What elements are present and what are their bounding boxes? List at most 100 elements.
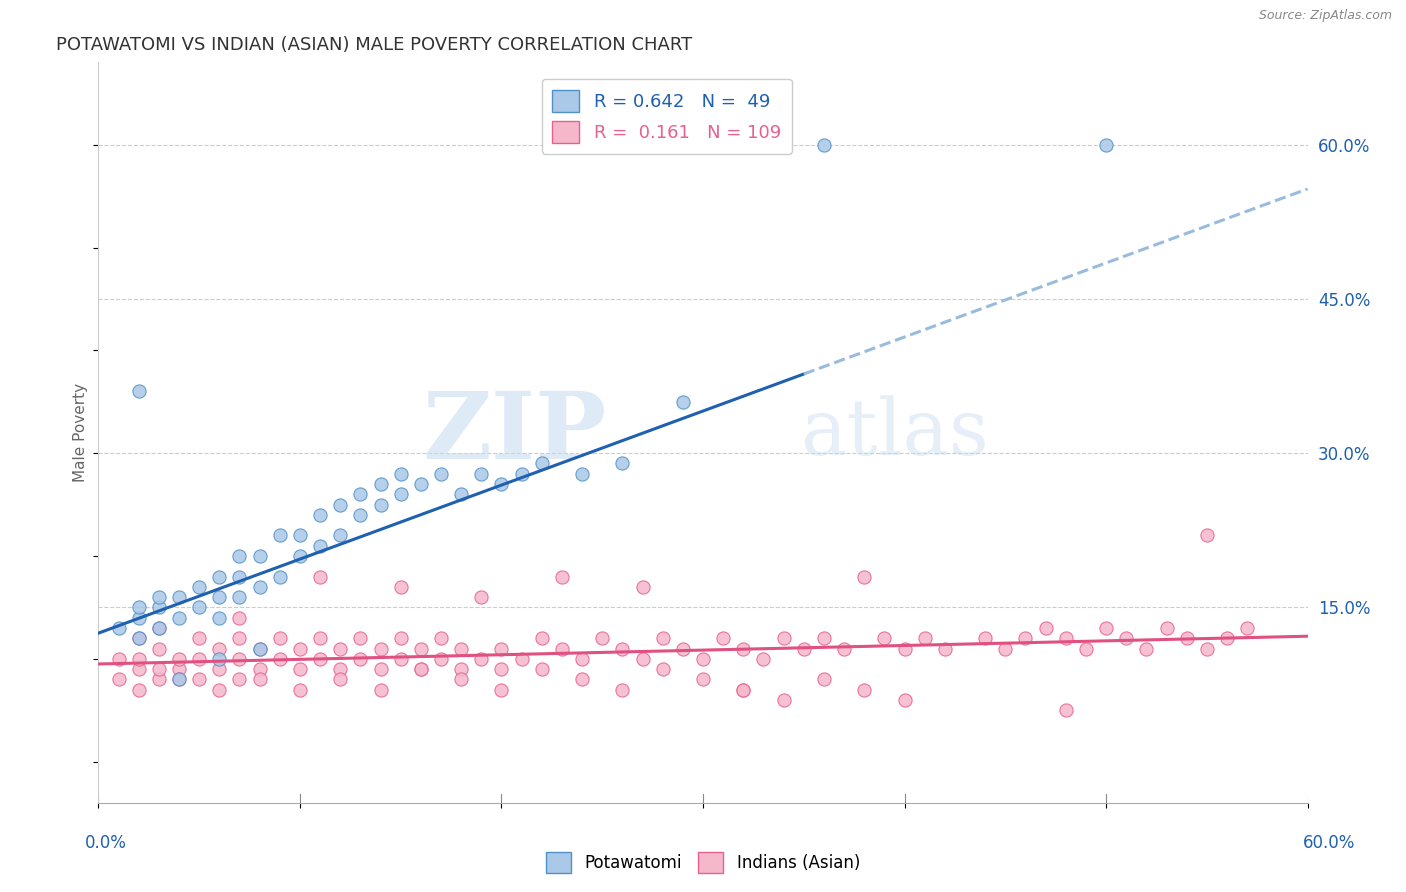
- Point: [128, 611, 150, 625]
- Point: [128, 632, 150, 646]
- Point: [249, 641, 271, 656]
- Point: [309, 539, 332, 553]
- Point: [167, 662, 190, 676]
- Point: [188, 632, 211, 646]
- Point: [107, 621, 129, 635]
- Point: [148, 662, 170, 676]
- Point: [269, 632, 291, 646]
- Point: [711, 632, 734, 646]
- Point: [288, 528, 311, 542]
- Point: [208, 611, 231, 625]
- Point: [551, 569, 574, 583]
- Legend: Potawatomi, Indians (Asian): Potawatomi, Indians (Asian): [540, 846, 866, 880]
- Point: [249, 641, 271, 656]
- Point: [752, 652, 775, 666]
- Point: [167, 673, 190, 687]
- Point: [249, 662, 271, 676]
- Point: [470, 652, 492, 666]
- Point: [631, 652, 654, 666]
- Point: [228, 549, 250, 563]
- Point: [329, 673, 352, 687]
- Point: [228, 569, 250, 583]
- Point: [1195, 528, 1218, 542]
- Point: [389, 632, 412, 646]
- Point: [128, 682, 150, 697]
- Point: [128, 632, 150, 646]
- Point: [571, 673, 593, 687]
- Point: [430, 632, 453, 646]
- Point: [450, 487, 472, 501]
- Point: [309, 652, 332, 666]
- Point: [914, 632, 936, 646]
- Point: [651, 632, 673, 646]
- Point: [249, 673, 271, 687]
- Point: [793, 641, 815, 656]
- Point: [128, 384, 150, 399]
- Y-axis label: Male Poverty: Male Poverty: [73, 383, 89, 483]
- Point: [228, 652, 250, 666]
- Point: [491, 682, 513, 697]
- Point: [530, 632, 553, 646]
- Point: [148, 600, 170, 615]
- Text: Source: ZipAtlas.com: Source: ZipAtlas.com: [1258, 9, 1392, 22]
- Point: [167, 611, 190, 625]
- Point: [389, 652, 412, 666]
- Point: [430, 652, 453, 666]
- Point: [530, 457, 553, 471]
- Point: [167, 652, 190, 666]
- Point: [288, 549, 311, 563]
- Point: [470, 467, 492, 481]
- Point: [1236, 621, 1258, 635]
- Point: [893, 641, 915, 656]
- Text: 60.0%: 60.0%: [1302, 834, 1355, 852]
- Text: atlas: atlas: [800, 395, 988, 470]
- Point: [329, 662, 352, 676]
- Point: [1115, 632, 1137, 646]
- Point: [148, 590, 170, 604]
- Point: [1156, 621, 1178, 635]
- Point: [893, 693, 915, 707]
- Point: [389, 467, 412, 481]
- Point: [329, 498, 352, 512]
- Point: [167, 673, 190, 687]
- Point: [228, 632, 250, 646]
- Point: [188, 600, 211, 615]
- Point: [1014, 632, 1036, 646]
- Point: [772, 693, 794, 707]
- Point: [370, 641, 392, 656]
- Point: [208, 662, 231, 676]
- Point: [430, 467, 453, 481]
- Point: [813, 632, 835, 646]
- Point: [491, 477, 513, 491]
- Point: [1054, 632, 1077, 646]
- Point: [1095, 137, 1118, 152]
- Point: [288, 662, 311, 676]
- Point: [409, 641, 432, 656]
- Point: [571, 467, 593, 481]
- Point: [1216, 632, 1239, 646]
- Point: [631, 580, 654, 594]
- Legend: R = 0.642   N =  49, R =  0.161   N = 109: R = 0.642 N = 49, R = 0.161 N = 109: [541, 78, 792, 153]
- Point: [148, 673, 170, 687]
- Point: [772, 632, 794, 646]
- Point: [148, 641, 170, 656]
- Point: [612, 682, 634, 697]
- Point: [733, 682, 755, 697]
- Point: [853, 682, 876, 697]
- Point: [612, 641, 634, 656]
- Point: [188, 580, 211, 594]
- Point: [1135, 641, 1157, 656]
- Point: [510, 652, 533, 666]
- Point: [208, 569, 231, 583]
- Point: [1195, 641, 1218, 656]
- Point: [128, 600, 150, 615]
- Point: [309, 508, 332, 522]
- Point: [208, 652, 231, 666]
- Point: [470, 590, 492, 604]
- Point: [1095, 621, 1118, 635]
- Point: [167, 590, 190, 604]
- Point: [974, 632, 997, 646]
- Point: [853, 569, 876, 583]
- Point: [349, 487, 371, 501]
- Point: [107, 652, 129, 666]
